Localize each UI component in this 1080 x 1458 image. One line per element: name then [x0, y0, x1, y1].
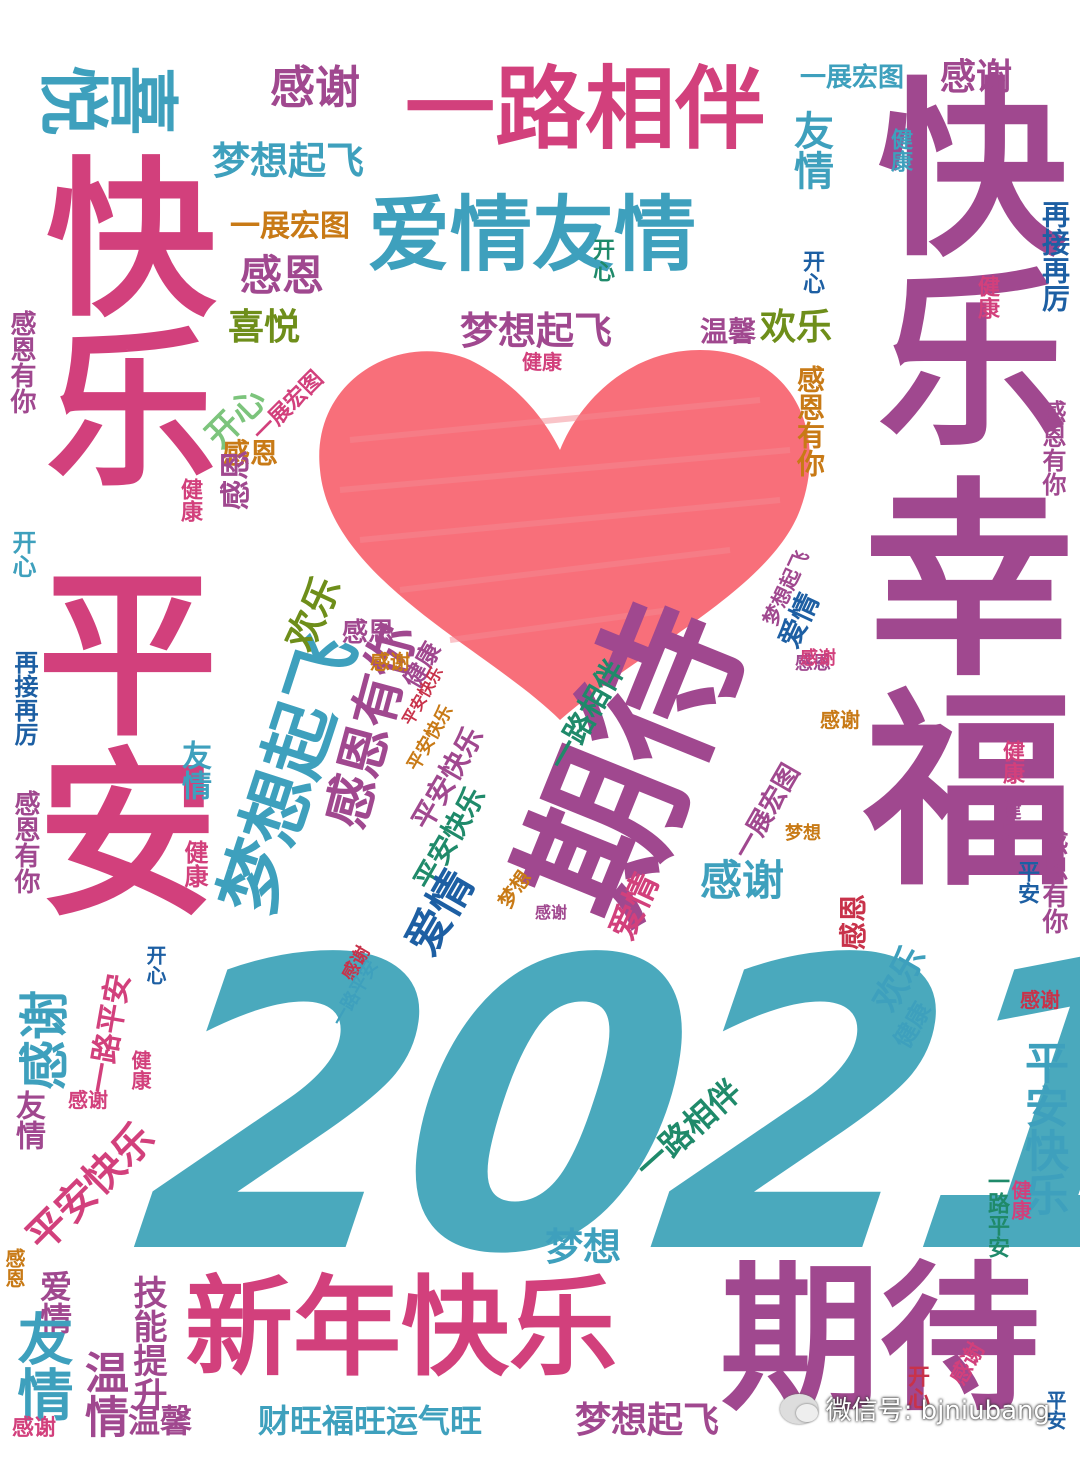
word-ganen-5: 感恩	[795, 653, 831, 674]
word-jiankang-5: 健康	[180, 840, 208, 888]
word-ganxie-10: 感谢	[12, 1416, 57, 1441]
wechat-icon	[779, 1393, 818, 1424]
watermark: 微信号: bjniubang	[779, 1390, 1050, 1427]
word-pingan-1: 平安	[1014, 860, 1039, 904]
word-qidai-bottom: 期待	[720, 1246, 1041, 1433]
word-jiankang-1: 健康	[887, 128, 912, 172]
word-yizhan-4: 一展宏图	[728, 758, 807, 864]
word-ganxie-9: 感谢	[68, 1088, 108, 1112]
word-jiankang-10: 健康	[128, 1050, 152, 1090]
word-kaixin-5: 开心	[904, 1365, 929, 1409]
word-youqing-4: 友情	[8, 1310, 73, 1422]
word-zaijie-2: 再接再厉	[10, 650, 38, 746]
word-wenxin-2: 温馨	[128, 1402, 193, 1440]
word-jiankang-4: 健康	[177, 478, 202, 522]
word-mengxiang-6: 梦想	[545, 1225, 622, 1269]
word-jiankang-11: 健康	[1008, 1180, 1032, 1220]
word-yilu-top: 一路相伴	[405, 57, 765, 162]
word-ganen-1: 感恩	[240, 251, 325, 300]
word-yizhan-2: 一展宏图	[230, 209, 350, 244]
word-mengxiang-7: 梦想起飞	[575, 1400, 720, 1441]
word-kaixin-4: 开心	[143, 945, 167, 985]
word-jiankang-7: 健康	[999, 740, 1024, 784]
word-ganen-6: 感恩	[837, 893, 870, 950]
word-ganen-7: 感恩	[2, 1248, 26, 1288]
word-ganxie-5: 感谢	[700, 856, 785, 905]
word-ganxie-2: 感谢	[370, 650, 410, 674]
word-aiqing-youqing: 爱情友情	[368, 188, 697, 283]
word-ganxie-6: 感谢	[535, 903, 568, 922]
word-aiqing-4: 爱情	[35, 1270, 73, 1334]
word-kaixin-1: 开心	[589, 238, 614, 282]
word-jiankang-8: 健康	[998, 800, 1022, 840]
word-ganenyouni-left1: 感恩有你	[6, 310, 36, 414]
word-ganxie-3: 感谢	[820, 708, 860, 732]
word-kaixin-left2: 开心	[8, 530, 36, 578]
word-ganen-4: 感恩	[342, 618, 395, 648]
word-youqing-top: 友情	[787, 110, 833, 190]
word-ganxie-top: 感谢	[270, 61, 361, 114]
word-yizhan-topright: 一展宏图	[800, 63, 905, 93]
word-xiyue-2: 喜悦	[228, 307, 301, 348]
watermark-text: 微信号: bjniubang	[825, 1396, 1050, 1426]
word-pingan-big-left: 平安	[6, 560, 215, 920]
word-pinganql-right: 平安快乐	[1017, 1040, 1068, 1216]
word-xiyue-top: 喜悦	[40, 54, 180, 136]
word-jiankang-3: 健康	[522, 350, 562, 374]
word-mengxiang-top: 梦想起飞	[212, 139, 365, 183]
word-mengxiang-4: 梦想	[785, 823, 821, 844]
word-jineng: 技能提升	[127, 1275, 167, 1411]
word-ganxie-4: 感谢	[800, 648, 836, 669]
word-huanle-1: 欢乐	[760, 307, 833, 348]
word-ganenyouni-right3: 感恩有你	[1038, 830, 1068, 934]
heart-scribble-icon	[319, 350, 810, 720]
word-kuaile-big-right: 快乐	[845, 70, 1066, 450]
word-ganen-2: 感恩	[222, 437, 279, 470]
word-mengxiang-2: 梦想起飞	[460, 309, 613, 353]
word-yilupingan-2: 一路平安	[984, 1170, 1009, 1258]
word-zaijie-1: 再接再厉	[1038, 200, 1071, 312]
word-pingan-2: 平安	[1043, 1390, 1067, 1430]
word-ganen-3: 感恩	[219, 450, 254, 510]
word-xinnian: 新年快乐	[185, 1266, 618, 1391]
word-ganenyouni-left2: 感恩有你	[10, 790, 40, 894]
word-ganxie-topright: 感谢	[940, 57, 1013, 98]
word-youqing-3: 友情	[10, 1090, 45, 1150]
word-wenxin-1: 温馨	[700, 315, 757, 348]
word-kuaile-big-left: 快乐	[16, 150, 214, 490]
word-jiankang-2: 健康	[974, 275, 999, 319]
word-wenqing: 温情	[77, 1350, 128, 1438]
word-ganxie-8: 感谢	[1020, 988, 1060, 1012]
word-kaixin-2: 开心	[799, 250, 824, 294]
word-ganxie-big-left: 感谢	[16, 990, 74, 1090]
word-caiwang: 财旺福旺运气旺	[258, 1402, 483, 1440]
word-ganenyouni-right2: 感恩有你	[1038, 400, 1066, 496]
word-ganenyouni-right1: 感恩有你	[793, 365, 826, 477]
word-xinfu: 幸福	[828, 470, 1073, 890]
word-youqing-2: 友情	[176, 740, 211, 800]
